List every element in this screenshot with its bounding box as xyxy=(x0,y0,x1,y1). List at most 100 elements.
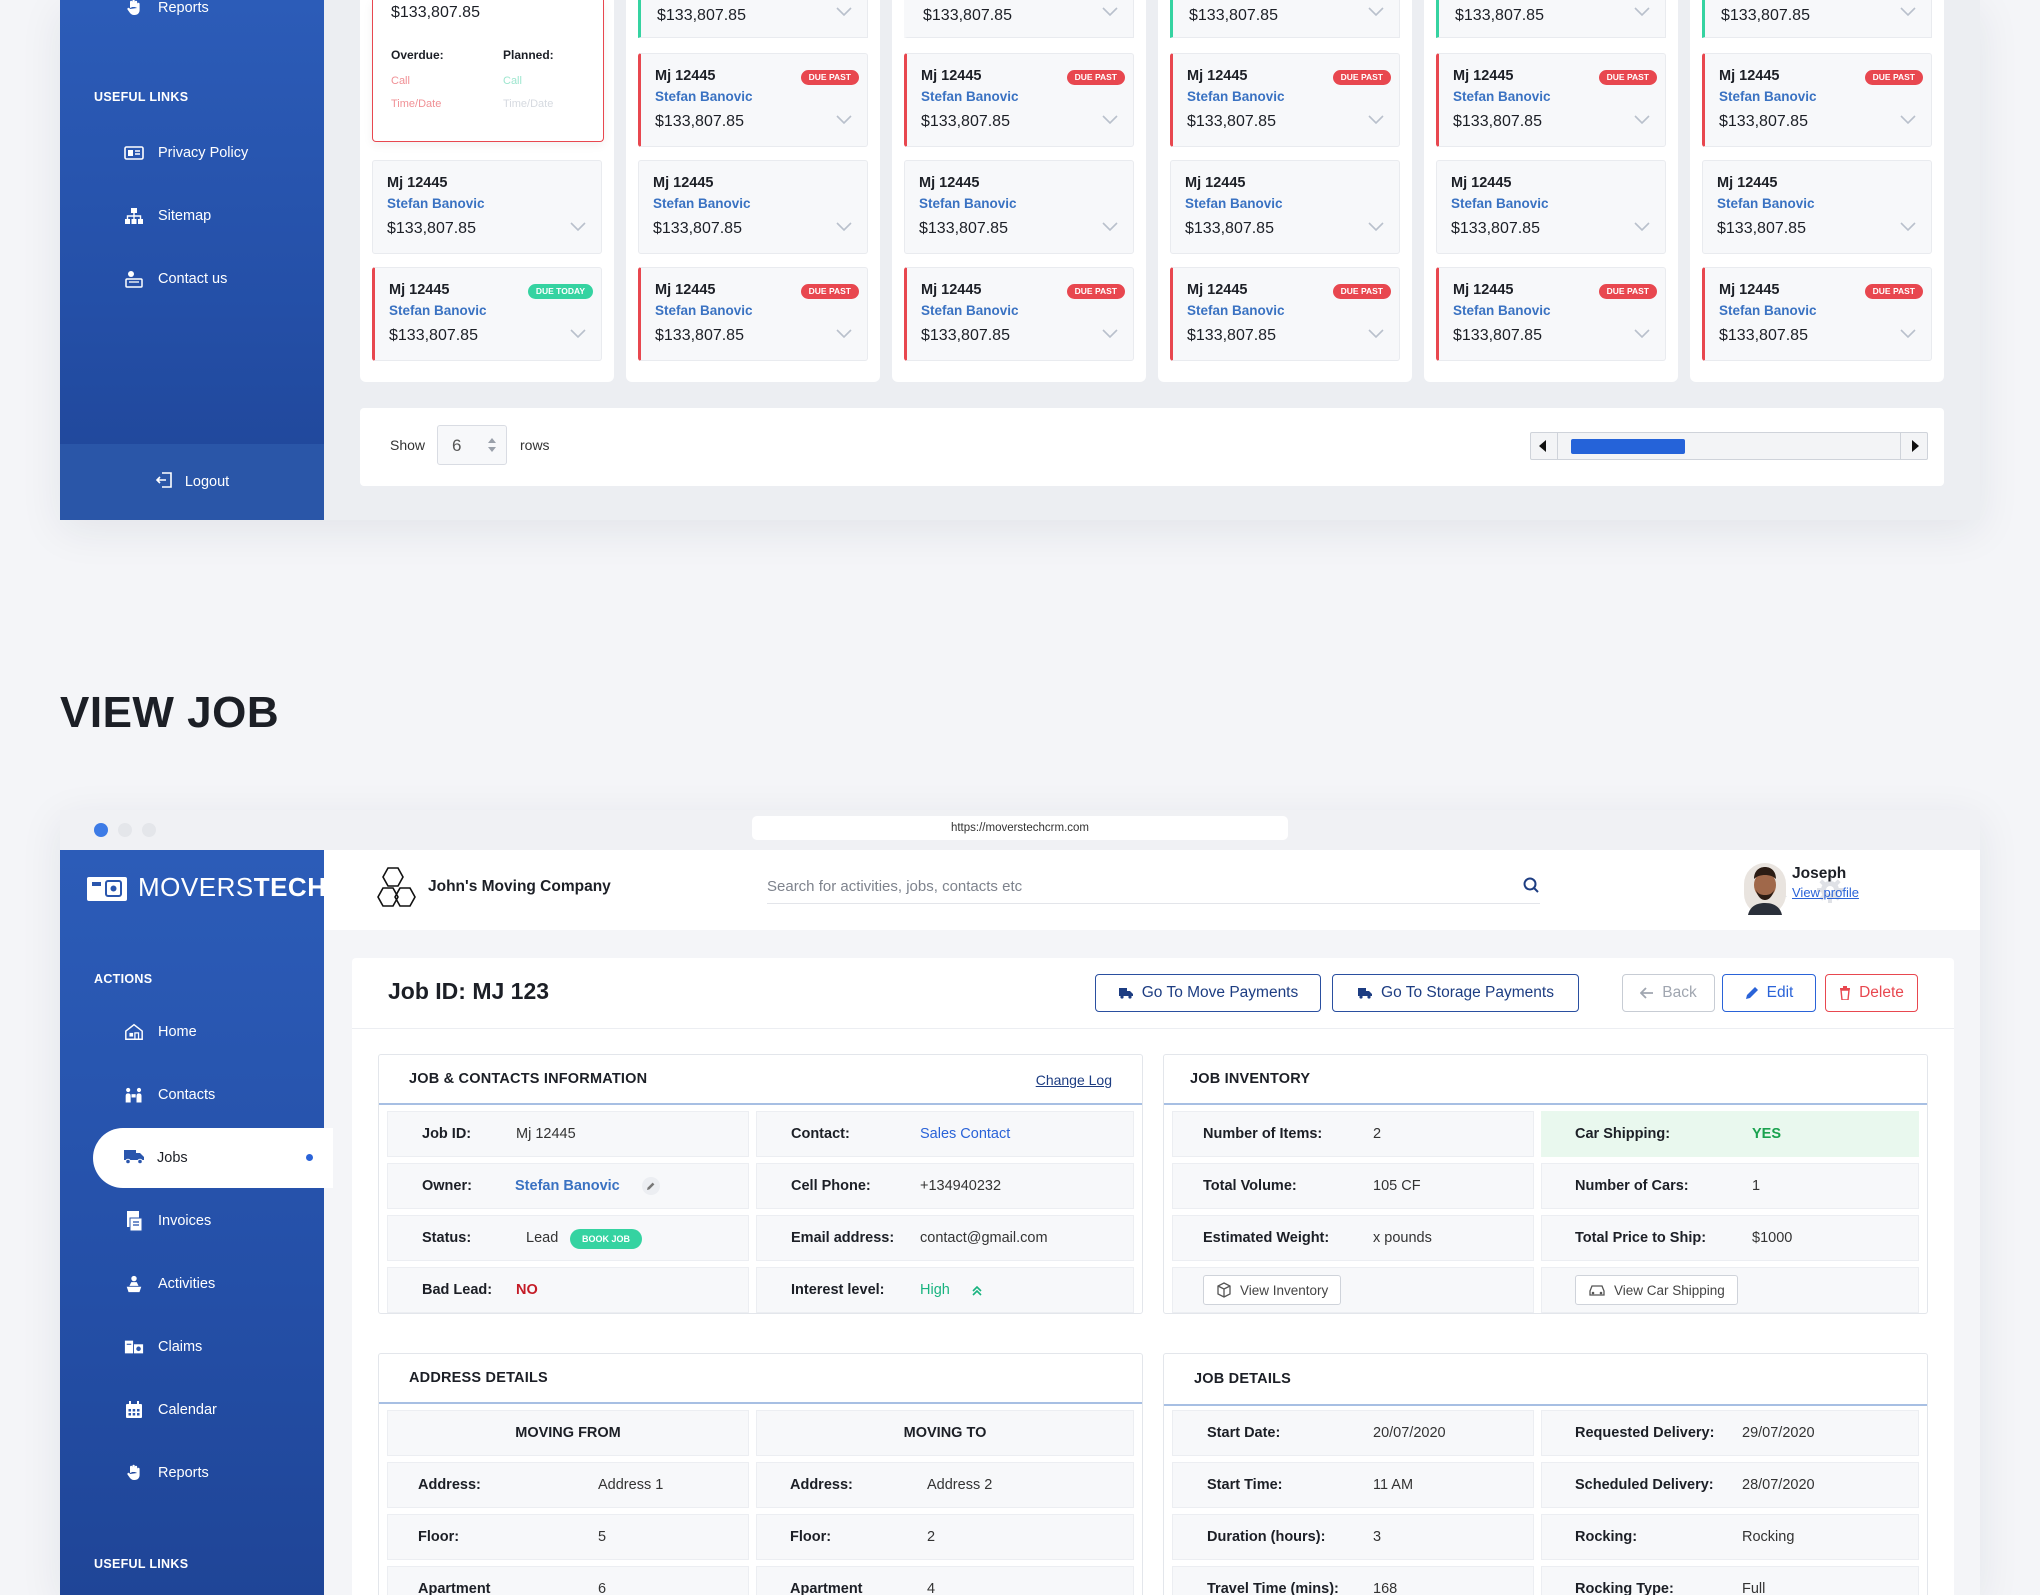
job-card[interactable]: Mj 12445 Stefan Banovic $133,807.85 xyxy=(1436,160,1666,254)
sidebar-item-privacy-policy[interactable]: Privacy Policy xyxy=(60,133,324,173)
change-log-link[interactable]: Change Log xyxy=(1035,1072,1112,1088)
job-card[interactable]: $133,807.85 xyxy=(1170,0,1400,38)
search-input[interactable]: Search for activities, jobs, contacts et… xyxy=(767,878,1023,895)
window-dot[interactable] xyxy=(94,823,108,837)
delete-button[interactable]: Delete xyxy=(1825,974,1918,1012)
book-job-button[interactable]: BOOK JOB xyxy=(570,1229,643,1249)
chevron-down-icon[interactable] xyxy=(1367,324,1385,342)
contact-name[interactable]: Stefan Banovic xyxy=(1451,196,1549,211)
chevron-down-icon[interactable] xyxy=(569,324,587,342)
chevron-down-icon[interactable] xyxy=(1367,2,1385,20)
chevron-down-icon[interactable] xyxy=(835,324,853,342)
sidebar-item-jobs[interactable]: Jobs xyxy=(93,1128,333,1188)
job-card[interactable]: Mj 12445 DUE PAST Stefan Banovic $133,807.8… xyxy=(1436,267,1666,361)
job-card[interactable]: Mj 12445 Stefan Banovic $133,807.85 xyxy=(638,160,868,254)
user-menu[interactable]: Joseph View profile xyxy=(1744,863,1859,920)
sidebar-item-invoices[interactable]: Invoices xyxy=(60,1201,324,1241)
job-card[interactable]: $133,807.85 xyxy=(1702,0,1932,38)
job-card[interactable]: Mj 12445 DUE PAST Stefan Banovic $133,807.8… xyxy=(638,267,868,361)
company-switcher[interactable]: John's Moving Company xyxy=(374,866,611,908)
gear-icon[interactable] xyxy=(1816,876,1844,904)
go-to-storage-payments-button[interactable]: Go To Storage Payments xyxy=(1332,974,1579,1012)
chevron-down-icon[interactable] xyxy=(1367,110,1385,128)
contact-name[interactable]: Stefan Banovic xyxy=(921,89,1019,104)
horizontal-scrollbar[interactable] xyxy=(1530,432,1928,460)
chevron-down-icon[interactable] xyxy=(835,2,853,20)
sidebar-item-home[interactable]: Home xyxy=(60,1012,324,1052)
job-card[interactable]: Mj 12445 DUE TODAY Stefan Banovic $133,807.… xyxy=(372,267,602,361)
sidebar-item-claims[interactable]: Claims xyxy=(60,1327,324,1367)
sidebar-item-reports[interactable]: Reports xyxy=(60,0,324,28)
contact-name[interactable]: Stefan Banovic xyxy=(1717,196,1815,211)
job-card[interactable]: Mj 12445 DUE PAST Stefan Banovic $133,807.8… xyxy=(1170,53,1400,147)
contact-name[interactable]: Stefan Banovic xyxy=(655,303,753,318)
contact-name[interactable]: Stefan Banovic xyxy=(389,303,487,318)
view-inventory-button[interactable]: View Inventory xyxy=(1203,1275,1342,1305)
rows-select[interactable]: 6 xyxy=(437,425,507,465)
contact-name[interactable]: Stefan Banovic xyxy=(655,89,753,104)
view-car-shipping-button[interactable]: View Car Shipping xyxy=(1575,1275,1738,1305)
job-card[interactable]: $133,807.85 xyxy=(904,0,1134,38)
view-profile-link[interactable]: View profile xyxy=(1792,885,1859,900)
job-card[interactable]: $133,807.85 xyxy=(1436,0,1666,38)
contact-name[interactable]: Stefan Banovic xyxy=(1185,196,1283,211)
chevron-down-icon[interactable] xyxy=(1899,110,1917,128)
contact-name[interactable]: Stefan Banovic xyxy=(1453,303,1551,318)
chevron-down-icon[interactable] xyxy=(569,217,587,235)
chevron-down-icon[interactable] xyxy=(835,217,853,235)
edit-button[interactable]: Edit xyxy=(1722,974,1816,1012)
job-card[interactable]: Mj 12445 DUE PAST Stefan Banovic $133,807.8… xyxy=(1702,53,1932,147)
contact-name[interactable]: Stefan Banovic xyxy=(919,196,1017,211)
sidebar-item-sitemap[interactable]: Sitemap xyxy=(60,196,324,236)
sidebar-item-contacts[interactable]: Contacts xyxy=(60,1075,324,1115)
edit-owner-icon[interactable] xyxy=(642,1177,660,1195)
search-bar[interactable]: Search for activities, jobs, contacts et… xyxy=(767,872,1540,904)
chevron-down-icon[interactable] xyxy=(1899,324,1917,342)
job-card[interactable]: $133,807.85 xyxy=(638,0,868,38)
go-to-move-payments-button[interactable]: Go To Move Payments xyxy=(1095,974,1321,1012)
job-card[interactable]: Mj 12445 DUE PAST Stefan Banovic $133,807.8… xyxy=(904,53,1134,147)
contact-name[interactable]: Stefan Banovic xyxy=(1187,89,1285,104)
scroll-left-icon[interactable] xyxy=(1539,440,1547,452)
url-bar[interactable]: https://moverstechcrm.com xyxy=(752,816,1288,840)
sidebar-item-reports[interactable]: Reports xyxy=(60,1453,324,1493)
logout-button[interactable]: Logout xyxy=(60,444,324,520)
job-card[interactable]: Mj 12445 DUE PAST Stefan Banovic $133,807.8… xyxy=(1436,53,1666,147)
contact-name[interactable]: Stefan Banovic xyxy=(653,196,751,211)
back-button[interactable]: Back xyxy=(1622,974,1715,1012)
avatar[interactable] xyxy=(1744,863,1786,915)
chevron-down-icon[interactable] xyxy=(1101,324,1119,342)
contact-link[interactable]: Sales Contact xyxy=(920,1126,1011,1142)
overdue-call[interactable]: Call xyxy=(391,75,410,87)
chevron-down-icon[interactable] xyxy=(1633,110,1651,128)
chevron-down-icon[interactable] xyxy=(1101,110,1119,128)
contact-name[interactable]: Stefan Banovic xyxy=(1187,303,1285,318)
contact-name[interactable]: Stefan Banovic xyxy=(387,196,485,211)
job-card[interactable]: Mj 12445 DUE PAST Stefan Banovic $133,807.8… xyxy=(1170,267,1400,361)
chevron-down-icon[interactable] xyxy=(1633,324,1651,342)
logo[interactable]: MOVERS TECH xyxy=(86,872,326,903)
contact-name[interactable]: Stefan Banovic xyxy=(1719,89,1817,104)
chevron-down-icon[interactable] xyxy=(1101,2,1119,20)
contact-name[interactable]: Stefan Banovic xyxy=(1719,303,1817,318)
search-icon[interactable] xyxy=(1522,876,1540,894)
job-card[interactable]: Mj 12445 DUE PAST Stefan Banovic $133,807.8… xyxy=(1702,267,1932,361)
window-dot[interactable] xyxy=(118,823,132,837)
contact-name[interactable]: Stefan Banovic xyxy=(1453,89,1551,104)
scrollbar-thumb[interactable] xyxy=(1571,439,1685,454)
chevron-down-icon[interactable] xyxy=(1899,2,1917,20)
sidebar-item-calendar[interactable]: Calendar xyxy=(60,1390,324,1430)
scroll-right-icon[interactable] xyxy=(1911,440,1919,452)
sidebar-item-contact-us[interactable]: Contact us xyxy=(60,259,324,299)
planned-call[interactable]: Call xyxy=(503,75,522,87)
chevron-down-icon[interactable] xyxy=(1899,217,1917,235)
window-dot[interactable] xyxy=(142,823,156,837)
chevron-down-icon[interactable] xyxy=(1367,217,1385,235)
owner-link[interactable]: Stefan Banovic xyxy=(515,1178,620,1194)
sidebar-item-activities[interactable]: Activities xyxy=(60,1264,324,1304)
job-card[interactable]: Mj 12445 Stefan Banovic $133,807.85 xyxy=(1702,160,1932,254)
chevron-down-icon[interactable] xyxy=(1633,217,1651,235)
contact-name[interactable]: Stefan Banovic xyxy=(921,303,1019,318)
job-card[interactable]: Mj 12445 Stefan Banovic $133,807.85 xyxy=(372,160,602,254)
job-card[interactable]: Mj 12445 Stefan Banovic $133,807.85 xyxy=(904,160,1134,254)
